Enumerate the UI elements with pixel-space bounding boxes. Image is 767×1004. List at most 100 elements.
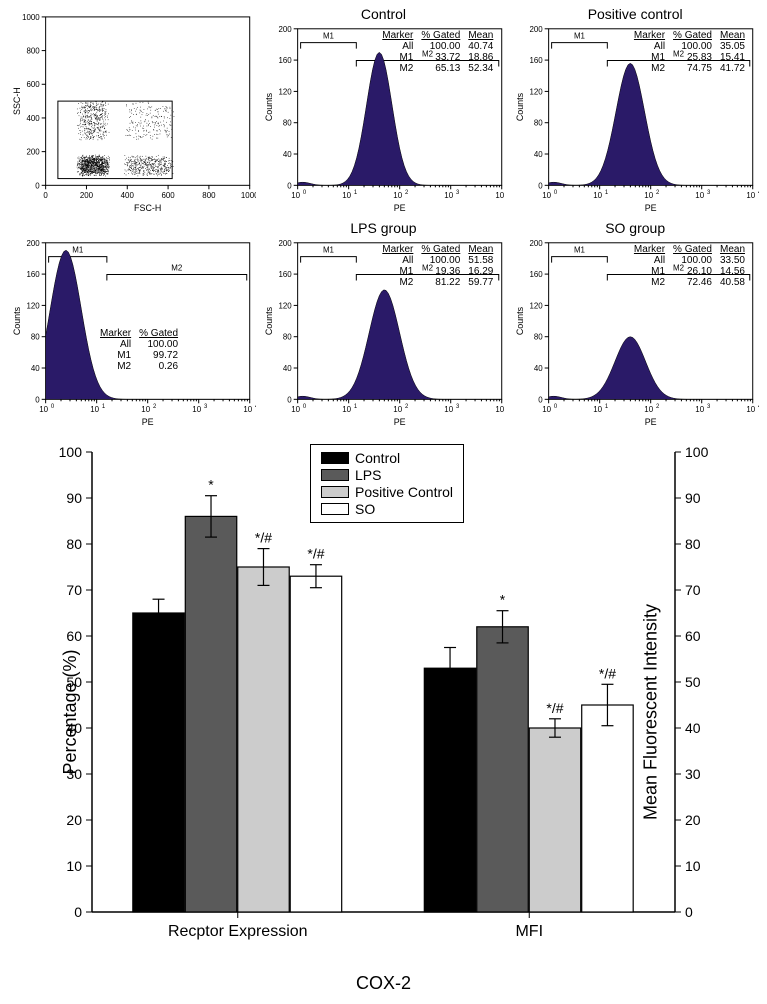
svg-text:90: 90 xyxy=(66,490,82,506)
stats-table-lps: Marker% GatedMeanAll100.0051.58M119.3616… xyxy=(378,244,497,288)
svg-text:40: 40 xyxy=(534,364,543,373)
svg-text:0: 0 xyxy=(554,190,558,196)
svg-text:2: 2 xyxy=(656,190,659,196)
svg-text:4: 4 xyxy=(758,190,759,196)
svg-text:4: 4 xyxy=(758,404,759,410)
svg-text:2: 2 xyxy=(656,404,659,410)
svg-text:*/#: */# xyxy=(546,700,563,716)
svg-text:1000: 1000 xyxy=(241,191,256,200)
svg-text:0: 0 xyxy=(685,904,693,920)
hist-panel-lps: LPS group Marker% GatedMeanAll100.0051.5… xyxy=(260,222,508,432)
svg-text:Counts: Counts xyxy=(264,92,274,121)
svg-text:*/#: */# xyxy=(599,665,616,681)
svg-text:0: 0 xyxy=(303,404,307,410)
svg-text:2: 2 xyxy=(405,404,408,410)
svg-text:10: 10 xyxy=(141,405,150,414)
legend-item: Positive Control xyxy=(321,484,453,500)
svg-text:Recptor Expression: Recptor Expression xyxy=(168,923,308,940)
svg-text:Counts: Counts xyxy=(12,306,22,335)
scatter-panel: 0200400600800100002004006008001000FSC-HS… xyxy=(8,8,256,218)
svg-text:PE: PE xyxy=(645,203,657,213)
legend-item: SO xyxy=(321,501,453,517)
x-axis-title: COX-2 xyxy=(356,973,411,994)
svg-text:160: 160 xyxy=(530,56,544,65)
svg-text:1: 1 xyxy=(354,190,358,196)
svg-text:PE: PE xyxy=(393,203,405,213)
svg-text:1000: 1000 xyxy=(22,13,40,22)
svg-text:10: 10 xyxy=(291,191,300,200)
svg-text:400: 400 xyxy=(26,114,40,123)
svg-text:Counts: Counts xyxy=(515,92,525,121)
svg-text:0: 0 xyxy=(35,395,40,404)
svg-text:M1: M1 xyxy=(72,246,84,255)
svg-text:200: 200 xyxy=(80,191,94,200)
svg-text:800: 800 xyxy=(202,191,216,200)
svg-text:MFI: MFI xyxy=(515,923,543,940)
svg-text:10: 10 xyxy=(393,191,402,200)
svg-text:10: 10 xyxy=(495,191,504,200)
svg-text:160: 160 xyxy=(530,270,544,279)
svg-text:40: 40 xyxy=(685,720,701,736)
hist-panel-so: SO group Marker% GatedMeanAll100.0033.50… xyxy=(511,222,759,432)
legend-label: SO xyxy=(355,501,375,517)
svg-text:60: 60 xyxy=(66,628,82,644)
svg-text:40: 40 xyxy=(283,364,292,373)
hist-panel-control: Control Marker% GatedMeanAll100.0040.74M… xyxy=(260,8,508,218)
svg-text:120: 120 xyxy=(530,301,544,310)
svg-text:M1: M1 xyxy=(574,32,586,41)
hist-panel-positive: Positive control Marker% GatedMeanAll100… xyxy=(511,8,759,218)
svg-text:0: 0 xyxy=(539,395,544,404)
scatter-plot: 0200400600800100002004006008001000FSC-HS… xyxy=(8,8,256,218)
svg-text:120: 120 xyxy=(530,87,544,96)
svg-text:0: 0 xyxy=(554,404,558,410)
svg-text:70: 70 xyxy=(685,582,701,598)
svg-text:M1: M1 xyxy=(323,32,335,41)
svg-text:10: 10 xyxy=(645,191,654,200)
svg-text:200: 200 xyxy=(278,25,292,34)
svg-text:40: 40 xyxy=(31,364,40,373)
svg-text:10: 10 xyxy=(594,405,603,414)
svg-text:10: 10 xyxy=(696,191,705,200)
svg-text:1: 1 xyxy=(605,404,609,410)
panel-title: SO group xyxy=(605,220,665,236)
svg-text:20: 20 xyxy=(66,812,82,828)
svg-text:0: 0 xyxy=(43,191,48,200)
svg-text:0: 0 xyxy=(539,181,544,190)
svg-text:50: 50 xyxy=(685,674,701,690)
svg-text:10: 10 xyxy=(444,191,453,200)
stats-table-control: Marker% GatedMeanAll100.0040.74M133.7218… xyxy=(378,30,497,74)
svg-text:10: 10 xyxy=(291,405,300,414)
svg-text:200: 200 xyxy=(530,25,544,34)
svg-text:10: 10 xyxy=(594,191,603,200)
svg-text:600: 600 xyxy=(26,80,40,89)
svg-text:10: 10 xyxy=(39,405,48,414)
svg-text:0: 0 xyxy=(287,181,292,190)
svg-text:160: 160 xyxy=(26,270,40,279)
svg-text:M1: M1 xyxy=(574,246,586,255)
svg-text:60: 60 xyxy=(685,628,701,644)
legend-label: Control xyxy=(355,450,400,466)
svg-text:*/#: */# xyxy=(255,530,272,546)
svg-text:3: 3 xyxy=(204,404,208,410)
svg-text:4: 4 xyxy=(255,404,256,410)
svg-text:0: 0 xyxy=(74,904,82,920)
svg-text:80: 80 xyxy=(66,536,82,552)
svg-text:120: 120 xyxy=(26,301,40,310)
svg-text:3: 3 xyxy=(707,404,711,410)
legend-label: LPS xyxy=(355,467,381,483)
svg-text:80: 80 xyxy=(283,333,292,342)
svg-text:10: 10 xyxy=(495,405,504,414)
svg-text:10: 10 xyxy=(192,405,201,414)
svg-text:*: * xyxy=(208,477,214,493)
svg-text:70: 70 xyxy=(66,582,82,598)
svg-text:0: 0 xyxy=(35,181,40,190)
svg-text:0: 0 xyxy=(287,395,292,404)
svg-text:*: * xyxy=(500,592,506,608)
figure-root: 0200400600800100002004006008001000FSC-HS… xyxy=(0,0,767,1004)
svg-text:40: 40 xyxy=(283,150,292,159)
hist-plot: 10010110210310404080120160200PECountsM1M… xyxy=(8,222,256,432)
y-axis-left-label: Percentage (%) xyxy=(60,649,81,774)
svg-text:4: 4 xyxy=(507,190,508,196)
svg-text:10: 10 xyxy=(747,191,756,200)
svg-text:10: 10 xyxy=(90,405,99,414)
